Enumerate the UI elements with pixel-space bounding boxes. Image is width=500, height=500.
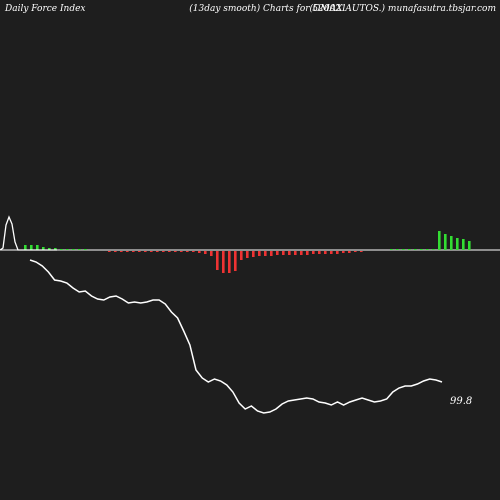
force-bar (24, 245, 27, 250)
force-bar (54, 248, 57, 250)
force-bar (126, 251, 129, 252)
force-bar (324, 251, 327, 254)
force-bar (450, 236, 453, 250)
force-bar (444, 234, 447, 250)
force-bar (240, 251, 243, 260)
price-line (29, 259, 443, 414)
force-bar (138, 251, 141, 252)
force-bar (348, 251, 351, 253)
force-bar (78, 249, 81, 250)
force-bar (468, 241, 471, 250)
force-bars (24, 231, 471, 273)
force-bar (402, 249, 405, 250)
chart-header-left: Daily Force Index (4, 4, 86, 14)
force-bar (252, 251, 255, 257)
force-bar (162, 251, 165, 252)
force-bar (234, 251, 237, 271)
force-bar (306, 251, 309, 255)
chart-header-center: (13day smooth) Charts for 520021 (189, 3, 347, 14)
force-bar (276, 251, 279, 255)
force-bar (48, 248, 51, 250)
force-bar (288, 251, 291, 255)
force-bar (84, 249, 87, 250)
force-bar (198, 251, 201, 253)
force-bar (438, 231, 441, 250)
force-bar (246, 251, 249, 258)
force-bar (330, 251, 333, 254)
force-bar (36, 245, 39, 250)
force-bar (216, 251, 219, 270)
force-bar (132, 251, 135, 252)
force-bar (408, 249, 411, 250)
force-bar (186, 251, 189, 252)
force-bar (150, 251, 153, 252)
force-bar (318, 251, 321, 254)
force-bar (390, 249, 393, 250)
force-bar (156, 251, 159, 252)
force-bar (42, 247, 45, 250)
force-bar (264, 251, 267, 256)
force-bar (414, 249, 417, 250)
force-bar (60, 249, 63, 250)
force-bar (144, 251, 147, 252)
force-bar (66, 249, 69, 250)
force-bar (168, 251, 171, 252)
force-bar (342, 251, 345, 253)
force-bar (192, 251, 195, 252)
force-bar (432, 249, 435, 250)
force-bar (396, 249, 399, 250)
force-overlay-line (0, 215, 57, 251)
force-bar (210, 251, 213, 256)
force-bar (174, 251, 177, 252)
force-bar (258, 251, 261, 256)
force-bar (222, 251, 225, 273)
force-bar (30, 245, 33, 250)
force-bar (354, 251, 357, 252)
force-bar (282, 251, 285, 255)
force-bar (336, 251, 339, 254)
force-bar (300, 251, 303, 255)
force-bar (270, 251, 273, 256)
chart-header-right: (OMAX AUTOS.) munafasutra.tbsjar.com (310, 3, 497, 14)
force-bar (294, 251, 297, 255)
force-bar (420, 249, 423, 250)
force-bar (204, 251, 207, 254)
force-bar (72, 249, 75, 250)
force-bar (360, 251, 363, 252)
force-bar (228, 251, 231, 273)
force-bar (312, 251, 315, 254)
force-bar (462, 239, 465, 250)
force-bar (180, 251, 183, 252)
force-bar (120, 251, 123, 252)
force-bar (108, 251, 111, 252)
force-bar (456, 238, 459, 250)
force-bar (114, 251, 117, 252)
last-value-label: 99.8 (450, 396, 472, 407)
force-bar (426, 249, 429, 250)
